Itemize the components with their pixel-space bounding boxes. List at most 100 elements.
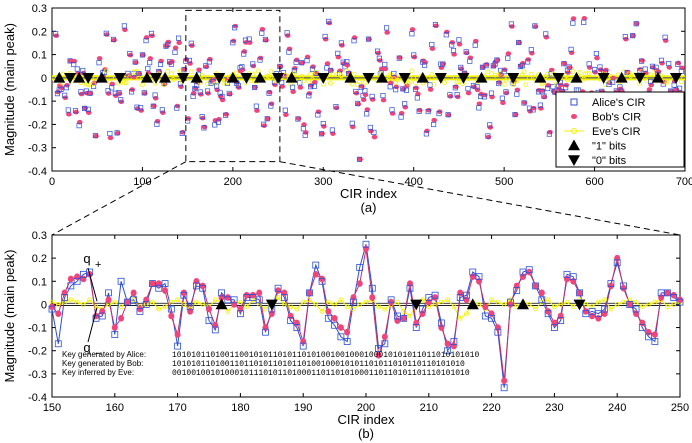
alice-point — [463, 291, 470, 299]
bob-point — [55, 310, 62, 317]
bob-point — [465, 90, 472, 96]
one-bit-marker — [215, 298, 228, 310]
zero-bit-marker — [82, 73, 95, 84]
alice-point — [241, 51, 247, 57]
alice-point — [161, 280, 169, 288]
alice-point — [365, 36, 372, 42]
alice-point — [570, 20, 576, 26]
zero-bit-marker — [669, 73, 682, 84]
bob-point — [138, 108, 145, 113]
eve-point — [603, 82, 608, 88]
alice-point — [284, 30, 290, 36]
alice-point — [320, 120, 326, 127]
alice-point — [398, 114, 404, 120]
alice-point — [85, 106, 91, 112]
zero-bit-marker — [113, 73, 126, 84]
bob-point — [366, 36, 372, 42]
bob-point — [457, 289, 464, 297]
bob-point — [416, 107, 423, 113]
bob-point — [297, 85, 304, 90]
alice-point — [331, 321, 339, 329]
legend-entry: "0" bits — [592, 155, 627, 167]
alice-point — [114, 130, 120, 136]
bob-point — [538, 289, 545, 297]
bob-point — [174, 331, 181, 338]
bob-point — [646, 87, 653, 92]
bob-point — [333, 105, 340, 111]
alice-point — [299, 60, 305, 66]
bob-point — [538, 106, 544, 111]
alice-point — [375, 344, 382, 352]
one-bit-marker — [376, 71, 389, 83]
eve-point — [55, 302, 61, 307]
alice-point — [389, 107, 395, 113]
alice-point — [541, 93, 547, 99]
legend-alice-symbol — [570, 98, 578, 106]
alice-point — [105, 88, 111, 94]
bob-point — [149, 280, 156, 287]
bob-point — [433, 23, 439, 29]
x-tick-label: 150 — [43, 402, 61, 414]
eve-point — [595, 299, 601, 305]
eve-point — [118, 304, 124, 310]
alice-point — [121, 23, 127, 29]
alice-point — [479, 64, 485, 70]
x-axis-label: CIR index — [340, 186, 398, 201]
alice-point — [326, 18, 332, 24]
alice-point — [232, 25, 238, 31]
x-tick-label: 600 — [585, 176, 603, 188]
zero-bit-marker — [240, 73, 253, 84]
zero-bit-marker — [398, 73, 411, 84]
bob-point — [485, 134, 492, 140]
bob-point — [199, 115, 206, 121]
alice-point — [54, 91, 60, 97]
alice-point — [262, 36, 268, 43]
alice-point — [472, 42, 478, 48]
alice-point — [295, 116, 301, 122]
eve-point — [577, 70, 583, 75]
alice-point — [670, 294, 678, 301]
eve-point — [498, 70, 503, 76]
bob-point — [212, 321, 219, 329]
key-label: Key generated by Alice: — [62, 350, 146, 359]
alice-point — [569, 273, 577, 281]
alice-point — [289, 84, 296, 90]
eve-point — [495, 299, 501, 305]
alice-point — [214, 83, 220, 89]
alice-point — [362, 240, 370, 248]
bob-point — [664, 289, 671, 297]
alice-point — [400, 86, 406, 92]
y-axis-label: Magnitude (main peak) — [2, 23, 17, 156]
bob-point — [303, 130, 309, 135]
alice-point — [230, 296, 238, 304]
eve-point — [621, 299, 626, 305]
alice-point — [259, 30, 265, 36]
bob-point — [576, 289, 583, 297]
alice-point — [343, 338, 351, 345]
alice-point — [368, 284, 376, 292]
alice-point — [111, 331, 119, 338]
alice-point — [550, 84, 556, 90]
bob-point — [105, 296, 112, 304]
alice-point — [134, 104, 140, 110]
eve-point — [162, 304, 168, 310]
eve-point — [266, 73, 272, 79]
eve-point — [136, 75, 142, 81]
q-plus-label: q — [83, 251, 90, 266]
eve-point — [351, 71, 357, 77]
alice-point — [116, 90, 122, 96]
bob-point — [570, 16, 577, 21]
eve-point — [501, 81, 507, 87]
one-bit-marker — [285, 71, 298, 83]
alice-point — [440, 61, 446, 67]
alice-point — [581, 19, 587, 25]
x-tick-label: 100 — [133, 176, 151, 188]
bob-point — [152, 96, 159, 101]
alice-point — [402, 101, 408, 107]
bob-point — [351, 35, 358, 40]
panel-a: 0 100 200 300 400 500 600 700 -0.4 -0.3 -0.2 -0.1 0 0… — [2, 3, 692, 215]
bob-point — [254, 108, 260, 113]
legend-entry: Alice's CIR — [592, 97, 645, 109]
bob-point — [438, 324, 445, 331]
eve-point — [308, 71, 314, 77]
